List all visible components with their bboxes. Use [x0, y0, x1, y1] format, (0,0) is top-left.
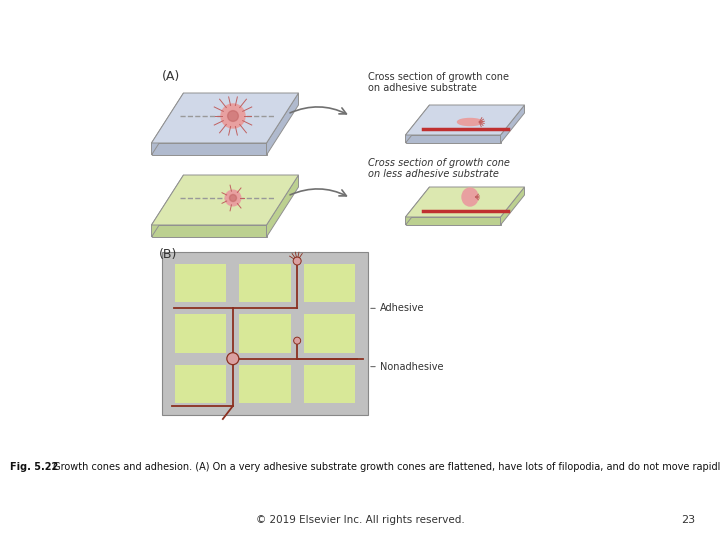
Text: on less adhesive substrate: on less adhesive substrate [368, 169, 499, 179]
Polygon shape [405, 217, 500, 225]
Polygon shape [151, 143, 266, 155]
Polygon shape [266, 93, 299, 155]
Bar [304, 264, 355, 302]
Text: Cross section of growth cone: Cross section of growth cone [368, 72, 509, 82]
Polygon shape [151, 175, 184, 237]
Bar [175, 264, 226, 302]
Text: 23: 23 [680, 515, 695, 525]
Text: Nonadhesive: Nonadhesive [380, 362, 444, 372]
Bar [239, 264, 291, 302]
Circle shape [293, 257, 301, 265]
Polygon shape [151, 175, 299, 225]
Polygon shape [405, 135, 500, 143]
Circle shape [225, 190, 240, 206]
Text: Adhesive: Adhesive [380, 303, 425, 313]
Circle shape [221, 104, 245, 128]
Polygon shape [405, 105, 524, 135]
Text: Cross section of growth cone: Cross section of growth cone [368, 158, 510, 168]
Bar [162, 252, 368, 415]
Polygon shape [266, 175, 299, 237]
Text: © 2019 Elsevier Inc. All rights reserved.: © 2019 Elsevier Inc. All rights reserved… [256, 515, 464, 525]
Polygon shape [151, 225, 266, 237]
FancyArrowPatch shape [290, 189, 346, 196]
Bar [175, 314, 226, 353]
Text: (A): (A) [162, 70, 180, 83]
Polygon shape [405, 105, 430, 143]
Circle shape [294, 337, 301, 344]
Polygon shape [151, 93, 184, 155]
Circle shape [230, 194, 236, 201]
FancyArrowPatch shape [290, 107, 346, 114]
Text: (B): (B) [159, 248, 177, 261]
Polygon shape [405, 187, 524, 217]
Bar [175, 364, 226, 403]
Ellipse shape [457, 118, 482, 125]
Text: Fig. 5.22: Fig. 5.22 [10, 462, 58, 472]
Circle shape [227, 353, 239, 364]
Text: on adhesive substrate: on adhesive substrate [368, 83, 477, 93]
Polygon shape [151, 93, 299, 143]
Polygon shape [405, 187, 430, 225]
Polygon shape [500, 105, 524, 143]
Ellipse shape [462, 188, 478, 206]
Text: Growth cones and adhesion. (A) On a very adhesive substrate growth cones are fla: Growth cones and adhesion. (A) On a very… [50, 462, 720, 472]
Bar [239, 364, 291, 403]
Polygon shape [500, 187, 524, 225]
Bar [239, 314, 291, 353]
Bar [304, 314, 355, 353]
Bar [304, 364, 355, 403]
Circle shape [228, 111, 238, 122]
